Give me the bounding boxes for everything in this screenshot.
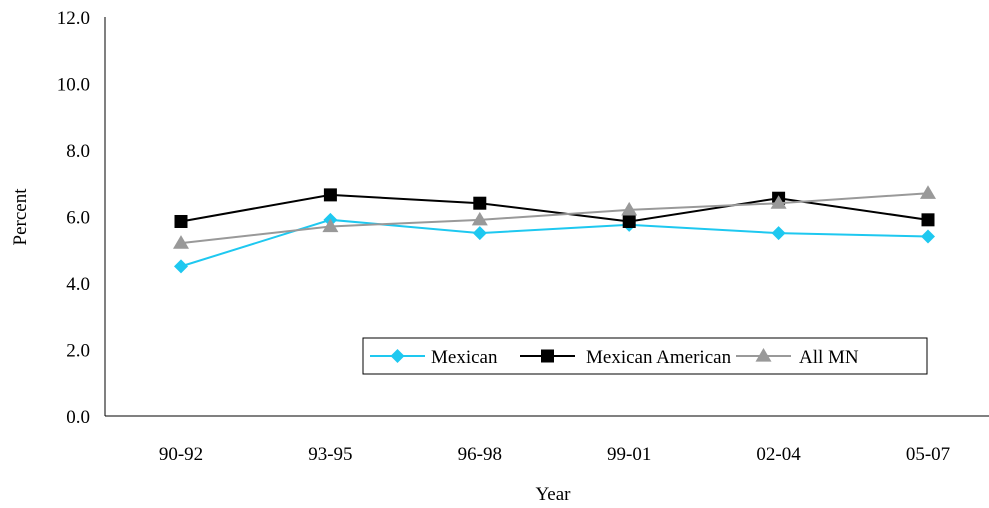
data-point xyxy=(323,188,337,202)
legend-label: Mexican American xyxy=(586,347,732,368)
data-point xyxy=(921,213,935,227)
legend-label: All MN xyxy=(799,347,859,368)
legend-marker xyxy=(755,348,772,362)
data-point xyxy=(921,229,935,244)
data-point xyxy=(472,226,487,241)
x-tick-label: 05-07 xyxy=(906,444,950,465)
data-point xyxy=(622,214,636,228)
legend: Mexican Mexican American All MN xyxy=(362,337,928,375)
legend-item: All MN xyxy=(736,347,859,368)
series-mexican xyxy=(174,212,935,274)
series-all-mn xyxy=(173,185,936,249)
data-point xyxy=(621,201,638,216)
y-tick-label: 12.0 xyxy=(57,8,90,29)
series-mexican-american xyxy=(174,188,935,228)
data-point xyxy=(322,218,339,233)
y-tick-label: 0.0 xyxy=(66,407,90,428)
axes xyxy=(104,17,989,417)
series-line xyxy=(180,193,929,223)
x-tick-labels: 90-92 93-95 96-98 99-01 02-04 05-07 xyxy=(159,444,950,465)
legend-item: Mexican xyxy=(370,347,498,368)
x-axis-title: Year xyxy=(535,484,571,505)
legend-marker xyxy=(541,349,554,363)
y-tick-label: 10.0 xyxy=(57,75,90,96)
x-tick-label: 93-95 xyxy=(308,444,352,465)
data-point xyxy=(473,196,487,210)
series-group xyxy=(173,185,936,274)
series-line xyxy=(180,218,929,268)
y-tick-label: 2.0 xyxy=(66,341,90,362)
x-tick-label: 99-01 xyxy=(607,444,651,465)
y-tick-labels: 0.0 2.0 4.0 6.0 8.0 10.0 12.0 xyxy=(57,8,90,428)
x-tick-label: 90-92 xyxy=(159,444,203,465)
y-tick-label: 6.0 xyxy=(66,208,90,229)
data-point xyxy=(920,185,936,199)
data-point xyxy=(770,195,787,209)
data-point xyxy=(174,214,188,228)
x-tick-label: 02-04 xyxy=(756,444,801,465)
data-point xyxy=(471,211,488,226)
data-point xyxy=(174,259,188,274)
y-axis-title: Percent xyxy=(10,188,31,246)
x-tick-label: 96-98 xyxy=(458,444,502,465)
legend-box xyxy=(362,337,928,375)
legend-label: Mexican xyxy=(431,347,498,368)
data-point xyxy=(173,235,189,249)
y-tick-label: 4.0 xyxy=(66,274,90,295)
data-point xyxy=(771,226,786,241)
y-tick-label: 8.0 xyxy=(66,141,90,162)
series-line xyxy=(180,192,929,245)
legend-item: Mexican American xyxy=(520,347,732,368)
legend-marker xyxy=(390,349,405,363)
